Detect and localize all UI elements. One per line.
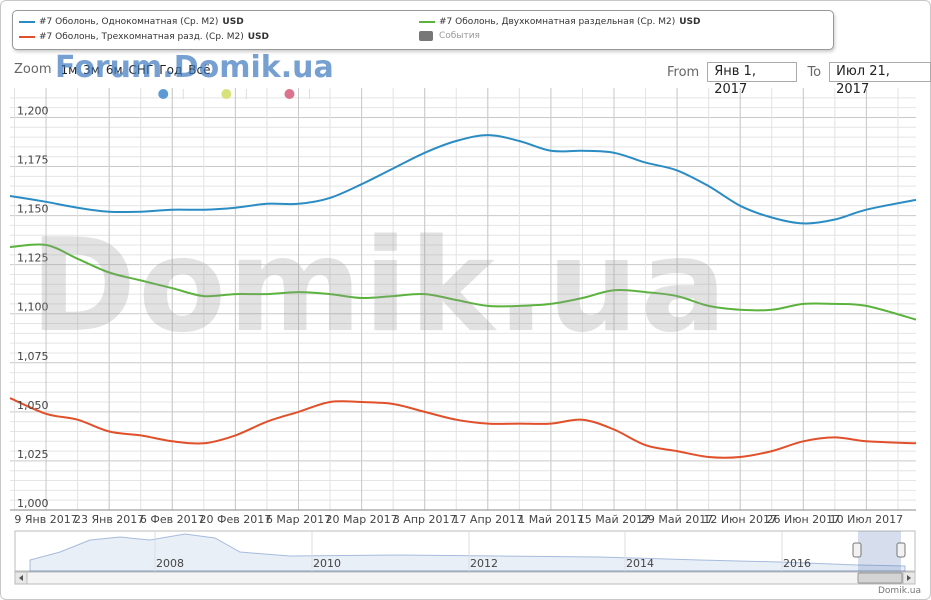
legend-label-events: События bbox=[439, 31, 480, 41]
y-tick-label: 1,200 bbox=[17, 104, 49, 117]
legend-item-s3[interactable]: #7 Оболонь, Трехкомнатная разд. (Ср. М2)… bbox=[19, 32, 269, 42]
zoom-ytd-button[interactable]: СНГ bbox=[128, 62, 154, 77]
x-tick-label: 9 Янв 2017 bbox=[14, 513, 77, 526]
series-lines bbox=[9, 134, 917, 459]
zoom-controls: Zoom 1м 3м 6м СНГ Год Всё bbox=[14, 62, 211, 77]
y-axis: 1,000 1,025 1,050 1,075 1,100 1,125 1,150 1,175… bbox=[17, 104, 49, 510]
zoom-year-button[interactable]: Год bbox=[159, 62, 183, 77]
series-line-s1[interactable] bbox=[9, 134, 917, 225]
legend-label-s2: #7 Оболонь, Двухкомнатная раздельная (Ср… bbox=[439, 17, 676, 27]
legend-swatch-events bbox=[419, 31, 433, 41]
navigator-handle[interactable] bbox=[852, 542, 862, 558]
from-label: From bbox=[667, 64, 700, 80]
zoom-1m-button[interactable]: 1м bbox=[60, 62, 78, 77]
zoom-label: Zoom bbox=[14, 62, 52, 77]
x-tick-label: 20 Фев 2017 bbox=[200, 513, 272, 526]
x-tick-label: 3 Апр 2017 bbox=[393, 513, 457, 526]
legend: #7 Оболонь, Однокомнатная (Ср. М2) USD #… bbox=[12, 10, 834, 50]
navigator-year-label: 2010 bbox=[313, 557, 341, 570]
x-tick-label: 26 Июн 2017 bbox=[766, 513, 840, 526]
legend-unit-s3: USD bbox=[247, 32, 270, 42]
legend-item-s2[interactable]: #7 Оболонь, Двухкомнатная раздельная (Ср… bbox=[419, 17, 700, 27]
legend-unit-s2: USD bbox=[679, 17, 701, 27]
from-date-input[interactable]: Янв 1, 2017 bbox=[707, 62, 798, 97]
y-tick-label: 1,025 bbox=[17, 448, 49, 461]
event-dot[interactable] bbox=[221, 89, 232, 99]
navigator-year-label: 2016 bbox=[783, 557, 811, 570]
scrollbar-thumb[interactable] bbox=[857, 572, 903, 584]
zoom-all-button[interactable]: Всё bbox=[188, 62, 211, 77]
legend-swatch-s3 bbox=[19, 36, 35, 38]
zoom-6m-button[interactable]: 6м bbox=[105, 62, 123, 77]
y-tick-label: 1,175 bbox=[17, 154, 49, 167]
event-dot[interactable] bbox=[284, 89, 295, 99]
legend-label-s1: #7 Оболонь, Однокомнатная (Ср. М2) bbox=[39, 17, 219, 27]
legend-unit-s1: USD bbox=[222, 17, 244, 27]
x-tick-label: 1 Май 2017 bbox=[518, 513, 583, 526]
y-tick-label: 1,000 bbox=[17, 497, 49, 510]
x-tick-label: 6 Фев 2017 bbox=[140, 513, 205, 526]
x-tick-label: 6 Мар 2017 bbox=[266, 513, 331, 526]
x-tick-label: 29 Май 2017 bbox=[641, 513, 713, 526]
forum-watermark: Forum.Domik.ua bbox=[55, 50, 334, 85]
legend-label-s3: #7 Оболонь, Трехкомнатная разд. (Ср. М2) bbox=[39, 32, 244, 42]
x-tick-label: 15 Май 2017 bbox=[578, 513, 650, 526]
scrollbar-track[interactable] bbox=[14, 571, 916, 585]
y-tick-label: 1,150 bbox=[17, 203, 49, 216]
event-dot[interactable] bbox=[158, 89, 169, 99]
arrow-left-icon bbox=[19, 575, 23, 581]
navigator-year-label: 2008 bbox=[156, 557, 184, 570]
event-markers bbox=[158, 89, 310, 99]
to-date-input[interactable]: Июл 21, 2017 bbox=[829, 62, 931, 97]
legend-swatch-s1 bbox=[19, 21, 35, 23]
zoom-3m-button[interactable]: 3м bbox=[83, 62, 100, 77]
grid bbox=[10, 88, 916, 511]
navigator[interactable]: 2008 2010 2012 2014 2016 bbox=[14, 530, 916, 585]
x-tick-label: 10 Июл 2017 bbox=[830, 513, 904, 526]
to-label: To bbox=[807, 64, 822, 80]
navigator-year-label: 2014 bbox=[626, 557, 654, 570]
navigator-year-label: 2012 bbox=[470, 557, 498, 570]
domik-watermark: Domik.ua bbox=[30, 212, 729, 361]
legend-swatch-s2 bbox=[419, 21, 435, 23]
navigator-series bbox=[29, 533, 906, 572]
arrow-right-icon bbox=[907, 575, 911, 581]
date-range: From Янв 1, 2017 To Июл 21, 2017 bbox=[667, 62, 931, 97]
legend-item-s1[interactable]: #7 Оболонь, Однокомнатная (Ср. М2) USD bbox=[19, 17, 244, 27]
x-tick-label: 20 Мар 2017 bbox=[325, 513, 397, 526]
y-tick-label: 1,125 bbox=[17, 252, 49, 265]
x-tick-label: 12 Июн 2017 bbox=[703, 513, 777, 526]
credit-text[interactable]: Domik.ua bbox=[878, 586, 921, 596]
x-tick-label: 17 Апр 2017 bbox=[452, 513, 523, 526]
navigator-handle[interactable] bbox=[896, 542, 906, 558]
y-tick-label: 1,100 bbox=[17, 301, 49, 314]
y-tick-label: 1,050 bbox=[17, 399, 49, 412]
series-line-s3[interactable] bbox=[9, 397, 917, 459]
y-tick-label: 1,075 bbox=[17, 350, 49, 363]
legend-item-events[interactable]: События bbox=[419, 31, 480, 41]
series-line-s2[interactable] bbox=[9, 243, 917, 321]
x-tick-label: 23 Янв 2017 bbox=[74, 513, 144, 526]
navigator-selection[interactable] bbox=[858, 531, 901, 571]
